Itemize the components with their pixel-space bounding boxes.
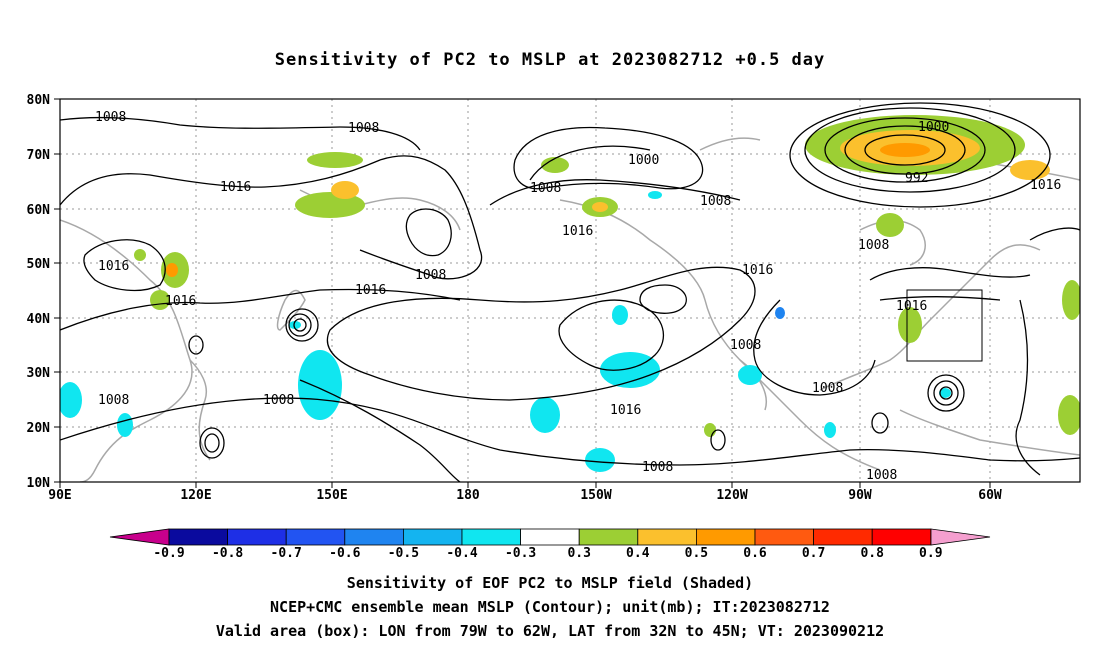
colorbar-cell [696, 528, 756, 546]
colorbar-label: 0.9 [919, 546, 942, 561]
colorbar-low-extend [109, 528, 170, 546]
contour-label: 1016 [896, 299, 927, 314]
caption-line-1: Sensitivity of EOF PC2 to MSLP field (Sh… [346, 574, 754, 592]
colorbar-label: 0.6 [743, 546, 767, 561]
latitude-labels: 80N 70N 60N 50N 40N 30N 20N 10N [27, 93, 51, 491]
colorbar-label: 0.5 [685, 546, 708, 561]
contour-label: 1016 [562, 224, 593, 239]
lon-label: 60W [978, 488, 1002, 503]
colorbar-cell [637, 528, 697, 546]
colorbar-label: 0.4 [626, 546, 650, 561]
lon-label: 150E [316, 488, 347, 503]
colorbar-label: -0.3 [505, 546, 536, 561]
colorbar-cell [813, 528, 873, 546]
colorbar-cell [871, 528, 932, 546]
lat-label: 30N [27, 366, 51, 381]
colorbar-labels: -0.9 -0.8 -0.7 -0.6 -0.5 -0.4 -0.3 0.3 0.4 0.5 0.6… [153, 546, 942, 561]
lat-label: 70N [27, 148, 51, 163]
contour-label: 1016 [742, 263, 773, 278]
colorbar-cell [402, 528, 463, 546]
contour-label: 1008 [530, 181, 561, 196]
map-title: Sensitivity of PC2 to MSLP at 2023082712… [274, 50, 826, 70]
colorbar-cell [168, 528, 228, 546]
lat-label: 80N [27, 93, 51, 108]
colorbar-high-extend [930, 528, 991, 546]
contour-label: 1008 [858, 238, 889, 253]
contour-label: 1008 [95, 110, 126, 125]
colorbar-cells [168, 528, 932, 546]
contour-label: 1000 [628, 153, 659, 168]
colorbar-cell [578, 528, 639, 546]
colorbar: -0.9 -0.8 -0.7 -0.6 -0.5 -0.4 -0.3 0.3 0.4 0.5 0.6… [109, 528, 991, 561]
contour-labels: 1008 1008 1016 1000 1008 1008 1016 1016 … [95, 110, 1061, 483]
contour-label: 1016 [98, 259, 129, 274]
colorbar-cell [344, 528, 404, 546]
mslp-contours [60, 116, 1080, 482]
contour-label: 1016 [355, 283, 386, 298]
colorbar-cell [285, 528, 346, 546]
lon-label: 180 [456, 488, 480, 503]
colorbar-label: -0.5 [388, 546, 419, 561]
contour-label: 992 [905, 171, 928, 186]
grid-lines [60, 99, 1080, 482]
axis-ticks [54, 98, 991, 488]
colorbar-label: 0.8 [860, 546, 884, 561]
contour-label: 1016 [220, 180, 251, 195]
contour-label: 1008 [415, 268, 446, 283]
colorbar-cell [754, 528, 814, 546]
caption-line-2: NCEP+CMC ensemble mean MSLP (Contour); u… [270, 598, 830, 616]
contour-label: 1008 [866, 468, 897, 483]
contour-label: 1008 [98, 393, 129, 408]
colorbar-cell [461, 528, 521, 546]
contour-label: 1016 [165, 294, 196, 309]
negative-sensitivity-shading [60, 191, 951, 472]
colorbar-cell [520, 528, 580, 546]
contour-label: 1008 [730, 338, 761, 353]
colorbar-cell [227, 528, 287, 546]
lat-label: 50N [27, 257, 51, 272]
lon-label: 120E [180, 488, 211, 503]
contour-label: 1008 [263, 393, 294, 408]
colorbar-label: -0.4 [446, 546, 477, 561]
colorbar-label: -0.8 [212, 546, 243, 561]
lon-label: 90W [848, 488, 872, 503]
colorbar-label: -0.9 [153, 546, 184, 561]
contour-label: 1016 [610, 403, 641, 418]
lon-label: 120W [716, 488, 747, 503]
positive-sensitivity-shading [134, 115, 1080, 437]
lat-label: 60N [27, 203, 51, 218]
valid-area-box [906, 289, 983, 362]
colorbar-label: -0.7 [271, 546, 302, 561]
contour-label: 1008 [348, 121, 379, 136]
contour-label: 1008 [642, 460, 673, 475]
lon-label: 150W [580, 488, 611, 503]
colorbar-label: 0.7 [802, 546, 825, 561]
contour-label: 1008 [700, 194, 731, 209]
caption-line-3: Valid area (box): LON from 79W to 62W, L… [215, 622, 885, 640]
contour-label: 1000 [918, 120, 949, 135]
longitude-labels: 90E 120E 150E 180 150W 120W 90W 60W [48, 488, 1002, 503]
lat-label: 20N [27, 421, 51, 436]
colorbar-label: 0.3 [567, 546, 590, 561]
map-plot-area: 1008 1008 1016 1000 1008 1008 1016 1016 … [60, 99, 1080, 483]
colorbar-label: -0.6 [329, 546, 360, 561]
lat-label: 10N [27, 476, 51, 491]
contour-label: 1008 [812, 381, 843, 396]
low-pressure-centers [188, 102, 1051, 459]
contour-label: 1016 [1030, 178, 1061, 193]
map-frame [59, 98, 1081, 483]
lon-label: 90E [48, 488, 71, 503]
lat-label: 40N [27, 312, 51, 327]
